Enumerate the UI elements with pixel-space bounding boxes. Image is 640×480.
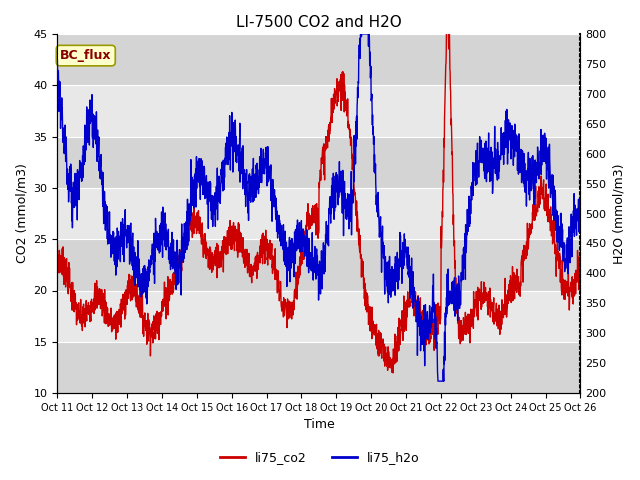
li75_co2 — [577, 272, 584, 278]
Bar — [58, 34, 580, 85]
X-axis label: Time: Time — [303, 419, 334, 432]
Bar — [58, 342, 580, 393]
li75_h2o — [54, 58, 61, 63]
Text: BC_flux: BC_flux — [60, 49, 111, 62]
li75_h2o — [356, 31, 364, 37]
Title: LI-7500 CO2 and H2O: LI-7500 CO2 and H2O — [236, 15, 402, 30]
li75_h2o — [545, 168, 553, 174]
Bar — [58, 290, 580, 342]
Line: li75_h2o: li75_h2o — [58, 34, 580, 381]
Bar — [58, 188, 580, 239]
Bar — [58, 239, 580, 290]
li75_co2 — [334, 98, 342, 104]
li75_co2 — [531, 194, 538, 200]
Legend: li75_co2, li75_h2o: li75_co2, li75_h2o — [215, 446, 425, 469]
li75_h2o — [200, 179, 207, 185]
li75_co2 — [471, 297, 479, 303]
li75_h2o — [531, 196, 538, 202]
li75_h2o — [471, 160, 479, 166]
li75_co2 — [345, 122, 353, 128]
li75_h2o — [434, 378, 442, 384]
li75_co2 — [389, 370, 397, 376]
Y-axis label: CO2 (mmol/m3): CO2 (mmol/m3) — [15, 164, 28, 264]
li75_co2 — [54, 240, 61, 246]
Bar — [58, 137, 580, 188]
li75_h2o — [334, 189, 342, 195]
Bar — [58, 85, 580, 137]
Y-axis label: H2O (mmol/m3): H2O (mmol/m3) — [612, 163, 625, 264]
li75_h2o — [577, 192, 584, 197]
li75_co2 — [443, 21, 451, 26]
Line: li75_co2: li75_co2 — [58, 24, 580, 373]
li75_co2 — [200, 254, 207, 260]
li75_co2 — [545, 207, 553, 213]
li75_h2o — [345, 202, 353, 207]
